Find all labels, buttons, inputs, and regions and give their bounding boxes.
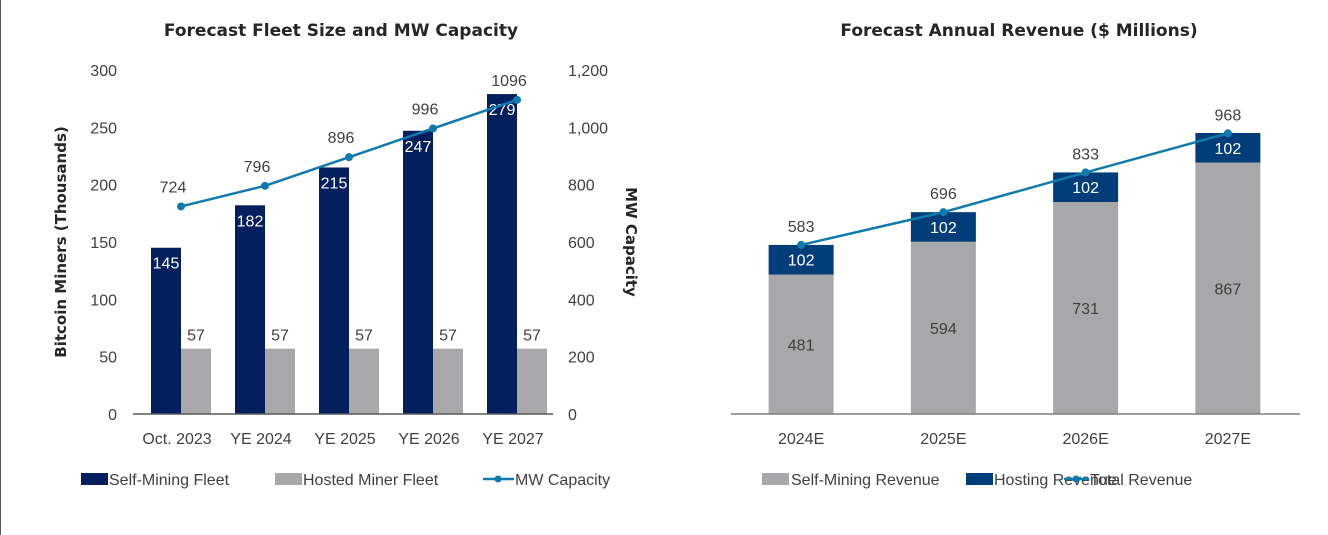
point-mw-capacity: [429, 124, 437, 133]
x-tick-label: 2024E: [778, 431, 824, 448]
data-label-hosting-revenue: 102: [1072, 180, 1099, 197]
data-label-self-mining: 247: [405, 139, 432, 156]
bar-hosted-miner-fleet: [181, 348, 211, 414]
data-label-self-mining-revenue: 731: [1072, 301, 1099, 318]
point-mw-capacity: [261, 181, 269, 190]
line-total-revenue: [800, 132, 1229, 247]
data-label-self-mining-revenue: 481: [788, 337, 815, 354]
chart-title-revenue: Forecast Annual Revenue ($ Millions): [840, 21, 1197, 41]
legend-label-self-mining-revenue: Self-Mining Revenue: [791, 472, 940, 489]
legend-marker-total-revenue: [1072, 475, 1080, 483]
data-label-hosted: 57: [523, 328, 541, 345]
y-tick-right: 400: [568, 292, 595, 309]
point-total-revenue: [1223, 129, 1232, 138]
x-tick-label: YE 2026: [398, 431, 459, 448]
bar-self-mining-fleet: [487, 94, 517, 414]
legend-swatch-hosted-miner-fleet: [275, 473, 302, 485]
legend-label-mw-capacity: MW Capacity: [515, 472, 610, 489]
bar-self-mining-fleet: [235, 205, 265, 414]
x-tick-label: 2025E: [920, 431, 966, 448]
legend-marker-mw-capacity: [494, 475, 502, 483]
data-label-total-revenue: 696: [930, 186, 957, 203]
y-tick-right: 1,000: [568, 120, 608, 137]
point-total-revenue: [797, 240, 806, 249]
chart-title-fleet: Forecast Fleet Size and MW Capacity: [164, 21, 518, 41]
y-tick-right: 600: [568, 235, 595, 252]
data-label-hosted: 57: [439, 328, 457, 345]
point-total-revenue: [1081, 168, 1090, 177]
data-label-self-mining-revenue: 594: [930, 321, 957, 338]
legend-label-self-mining-fleet: Self-Mining Fleet: [109, 472, 230, 489]
y-tick-left: 150: [90, 235, 117, 252]
point-mw-capacity: [177, 202, 185, 211]
y-tick-right: 1,200: [568, 63, 608, 80]
bar-hosted-miner-fleet: [265, 348, 295, 414]
bar-self-mining-revenue: [768, 274, 834, 414]
y-tick-right: 200: [568, 350, 595, 367]
bar-self-mining-revenue: [1053, 202, 1119, 414]
bar-self-mining-fleet: [403, 130, 433, 415]
data-label-hosted: 57: [355, 328, 373, 345]
x-tick-label: YE 2025: [314, 431, 375, 448]
bar-self-mining-revenue: [1195, 162, 1261, 414]
bar-hosted-miner-fleet: [349, 348, 379, 414]
y-axis-title-left: Bitcoin Miners (Thousands): [52, 126, 70, 357]
bar-hosted-miner-fleet: [517, 348, 547, 414]
x-tick-label: 2027E: [1205, 431, 1251, 448]
y-tick-left: 0: [108, 407, 117, 424]
data-label-mw-capacity: 1096: [491, 73, 527, 90]
point-total-revenue: [939, 208, 948, 217]
bar-self-mining-fleet: [319, 167, 349, 414]
point-mw-capacity: [513, 95, 521, 104]
y-axis-title-right: MW Capacity: [622, 187, 640, 297]
y-tick-left: 200: [90, 178, 117, 195]
data-label-mw-capacity: 796: [244, 159, 271, 176]
data-label-self-mining: 215: [321, 175, 348, 192]
data-label-mw-capacity: 724: [160, 179, 187, 196]
revenue-chart: 481 102 2024E 594 102 2025E 731 102 2026E 867 102 2…: [731, 107, 1300, 489]
y-tick-left: 100: [90, 292, 117, 309]
legend-swatch-self-mining-revenue: [762, 473, 789, 485]
data-label-mw-capacity: 896: [328, 130, 355, 147]
bar-hosted-miner-fleet: [433, 348, 463, 414]
point-mw-capacity: [345, 153, 353, 162]
data-label-hosting-revenue: 102: [1215, 141, 1242, 158]
data-label-total-revenue: 833: [1072, 146, 1099, 163]
y-tick-left: 50: [99, 350, 117, 367]
legend-label-total-revenue: Total Revenue: [1090, 472, 1192, 489]
legend-swatch-self-mining-fleet: [81, 473, 108, 485]
bar-self-mining-fleet: [151, 247, 181, 414]
y-tick-right: 0: [568, 407, 577, 424]
x-tick-label: YE 2027: [482, 431, 543, 448]
x-tick-label: 2026E: [1062, 431, 1108, 448]
legend-label-hosting-revenue: Hosting Revenue: [994, 472, 1117, 489]
y-tick-left: 300: [90, 63, 117, 80]
data-label-self-mining-revenue: 867: [1215, 281, 1242, 298]
data-label-hosted: 57: [187, 328, 205, 345]
x-tick-label: YE 2024: [230, 431, 291, 448]
x-tick-label: Oct. 2023: [142, 431, 211, 448]
legend-swatch-hosting-revenue: [966, 473, 993, 485]
data-label-mw-capacity: 996: [412, 101, 439, 118]
fleet-chart: 0 50 100 150 200 250 300 0 200 400 600 800 1,000 1,20…: [81, 63, 610, 489]
y-tick-left: 250: [90, 120, 117, 137]
data-label-hosted: 57: [271, 328, 289, 345]
bar-hosting-revenue: [768, 244, 834, 275]
data-label-total-revenue: 583: [788, 219, 815, 236]
data-label-total-revenue: 968: [1215, 107, 1242, 124]
bar-hosting-revenue: [1195, 132, 1261, 163]
data-label-hosting-revenue: 102: [788, 253, 815, 270]
frame-border: [0, 0, 1, 535]
bar-self-mining-revenue: [910, 241, 976, 414]
data-label-hosting-revenue: 102: [930, 220, 957, 237]
legend-label-hosted-miner-fleet: Hosted Miner Fleet: [303, 472, 439, 489]
y-tick-right: 800: [568, 178, 595, 195]
data-label-self-mining: 182: [237, 213, 264, 230]
data-label-self-mining: 145: [153, 256, 180, 273]
